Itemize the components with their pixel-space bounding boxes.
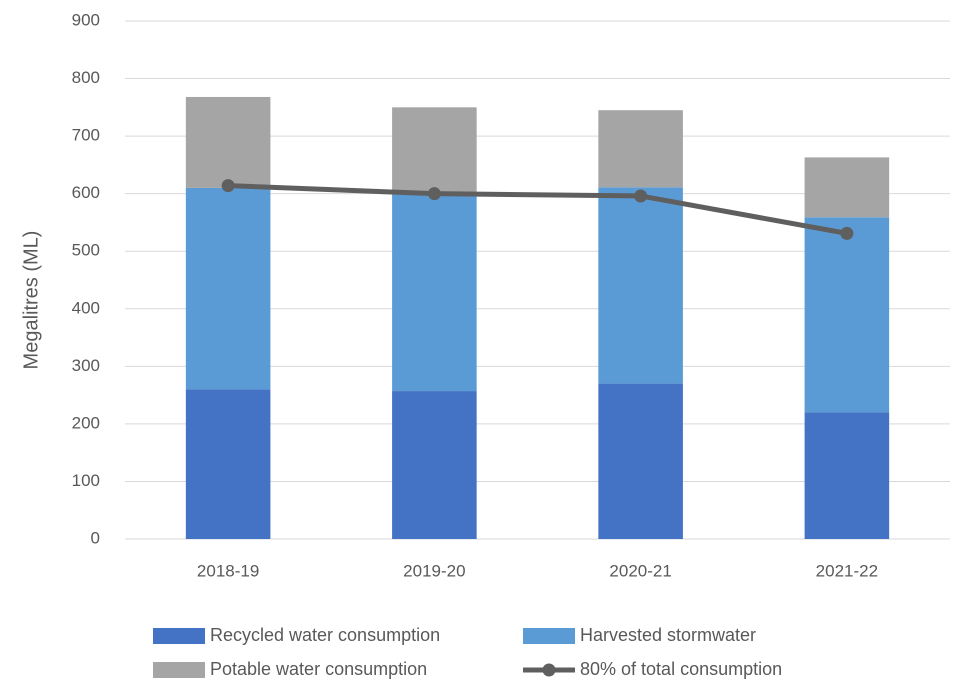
bar-segment xyxy=(185,96,271,188)
bar-segment xyxy=(185,389,271,539)
bar-segment xyxy=(185,187,271,390)
x-tick-label: 2019-20 xyxy=(403,561,465,580)
bar-segment xyxy=(598,110,683,188)
y-tick-label: 200 xyxy=(72,413,100,432)
line-marker xyxy=(634,189,648,203)
y-tick-label: 800 xyxy=(72,68,100,87)
bar-segment xyxy=(392,193,477,392)
x-tick-label: 2020-21 xyxy=(609,561,671,580)
legend-marker xyxy=(542,663,556,677)
bar-segment xyxy=(392,107,477,194)
legend-label: 80% of total consumption xyxy=(580,659,782,679)
y-tick-label: 100 xyxy=(72,471,100,490)
line-marker xyxy=(427,187,441,201)
bar-segment xyxy=(598,187,683,384)
y-tick-label: 500 xyxy=(72,241,100,260)
legend-label: Harvested stormwater xyxy=(580,625,756,645)
y-tick-label: 300 xyxy=(72,356,100,375)
legend-label: Potable water consumption xyxy=(210,659,427,679)
bar-segment xyxy=(804,412,890,539)
bar-segment xyxy=(804,157,890,218)
x-tick-label: 2018-19 xyxy=(197,561,259,580)
line-marker xyxy=(840,226,854,240)
legend-label: Recycled water consumption xyxy=(210,625,440,645)
legend-swatch xyxy=(153,662,205,678)
y-tick-label: 700 xyxy=(72,126,100,145)
bar-segment xyxy=(598,383,683,539)
y-tick-label: 400 xyxy=(72,298,100,317)
line xyxy=(228,183,848,236)
y-axis-label: Megalitres (ML) xyxy=(20,231,42,370)
legend-swatch xyxy=(153,628,205,644)
bar-segment xyxy=(392,391,477,539)
x-tick-label: 2021-22 xyxy=(816,561,878,580)
y-tick-label: 0 xyxy=(91,528,100,547)
line-marker xyxy=(221,179,235,193)
legend-swatch xyxy=(523,628,575,644)
y-tick-label: 600 xyxy=(72,183,100,202)
bar-segment xyxy=(804,217,890,413)
y-tick-label: 900 xyxy=(72,10,100,29)
